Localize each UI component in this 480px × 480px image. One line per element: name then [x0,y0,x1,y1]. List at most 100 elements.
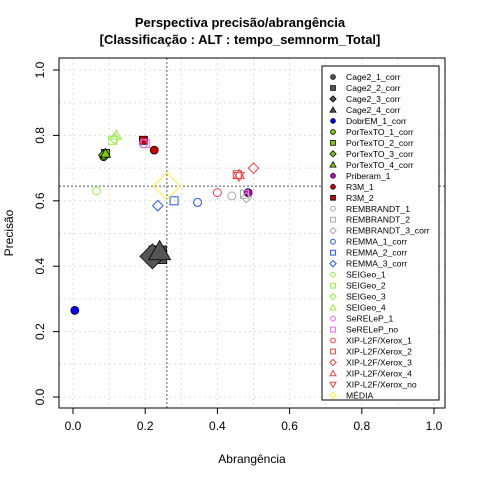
data-point [108,132,121,145]
y-tick-label: 0.2 [33,323,47,340]
legend-marker [330,140,336,146]
legend-marker [330,348,336,355]
legend-label: Cage2_2_corr [346,83,401,93]
legend-marker [330,85,336,91]
legend-label: R3M_1 [346,182,374,192]
legend-marker [329,259,337,268]
legend-label: SEIGeo_1 [346,270,386,280]
legend-label: SEIGeo_2 [346,281,386,291]
chart-subtitle: [Classificação : ALT : tempo_semnorm_Tot… [100,32,381,47]
legend-label: XIP-L2F/Xerox_3 [346,357,412,367]
legend-marker [330,337,336,344]
y-tick-label: 0.4 [33,258,47,275]
legend-label: XIP-L2F/Xerox_2 [346,347,412,357]
legend-marker [330,118,336,124]
legend-marker [330,173,336,179]
legend-label: R3M_2 [346,193,374,203]
legend-marker [330,184,336,190]
legend-marker [330,194,336,201]
y-tick-label: 0.6 [33,192,47,209]
chart-title: Perspectiva precisão/abrangência [135,15,346,30]
x-tick-label: 0.8 [353,419,370,433]
x-axis-label: Abrangência [218,452,286,466]
legend-marker [329,106,337,113]
data-point [227,191,237,201]
data-point [147,239,172,261]
legend-marker [330,205,336,212]
y-tick-label: 0.0 [33,388,47,405]
data-point [91,186,101,196]
data-point [240,191,253,204]
legend-label: SEIGeo_3 [346,292,386,302]
legend-marker [329,303,337,311]
legend-label: REMMA_2_corr [346,248,407,258]
x-tick-label: 0.0 [65,419,82,433]
legend-marker [329,381,337,389]
data-point [233,172,245,183]
legend-label: REMMA_1_corr [346,237,407,247]
data-point [212,188,222,198]
data-point [169,196,179,206]
legend-label: MÉDIA [346,390,373,400]
y-tick-label: 0.8 [33,127,47,144]
x-tick-label: 0.2 [137,419,154,433]
legend-marker [330,271,336,278]
legend-marker [330,216,336,223]
legend-marker [330,74,336,80]
legend-marker [329,95,337,103]
data-point [138,135,148,145]
legend-label: XIP-L2F/Xerox_1 [346,336,412,346]
data-point [149,145,159,155]
legend-label: PorTexTO_2_corr [346,138,414,148]
legend-label: Cage2_3_corr [346,94,401,104]
legend-label: SEIGeo_4 [346,303,386,313]
plot-frame [58,57,446,409]
data-point [193,197,203,207]
data-point [233,168,245,179]
y-tick-label: 1.0 [33,61,47,78]
legend: Cage2_1_corrCage2_2_corrCage2_3_corrCage… [321,65,440,401]
legend-marker [329,358,337,367]
legend-marker [330,315,336,322]
legend-marker [329,292,337,301]
data-point [151,199,164,212]
x-tick-label: 1.0 [426,419,443,433]
legend-label: Cage2_4_corr [346,105,401,115]
legend-box [321,65,440,401]
data-point [110,129,123,140]
legend-marker [330,282,336,289]
legend-marker [330,249,336,256]
legend-label: REMBRANDT_2 [346,215,410,225]
legend-marker [329,391,337,400]
data-point [247,162,260,175]
legend-marker [329,369,337,377]
legend-label: Priberam_1 [346,171,391,181]
legend-marker [329,226,337,235]
axes: 0.0 0.0 0.2 0.2 0.4 0.4 0.6 0.6 0.8 0.8 1.0 1.0 [33,61,443,433]
legend-label: REMBRANDT_3_corr [346,226,430,236]
legend-label: PorTexTO_1_corr [346,127,414,137]
x-tick-label: 0.4 [209,419,226,433]
legend-marker [329,161,337,168]
legend-label: PorTexTO_4_corr [346,160,414,170]
legend-label: SeRELeP_1 [346,314,394,324]
data-point [99,147,112,158]
legend-marker [329,150,337,158]
legend-label: DobrEM_1_corr [346,116,407,126]
legend-marker [330,129,336,135]
data-point [152,171,182,201]
legend-label: SeRELeP_no [346,325,398,335]
legend-marker [330,326,336,333]
y-axis-label: Precisão [2,209,16,256]
data-point [140,139,150,149]
legend-label: REMBRANDT_1 [346,204,410,214]
legend-label: REMMA_3_corr [346,259,407,269]
legend-marker [330,238,336,245]
legend-label: XIP-L2F/Xerox_4 [346,368,412,378]
data-points [70,129,260,315]
legend-label: XIP-L2F/Xerox_no [346,379,417,389]
legend-label: Cage2_1_corr [346,72,401,82]
legend-label: PorTexTO_3_corr [346,149,414,159]
x-tick-label: 0.6 [281,419,298,433]
